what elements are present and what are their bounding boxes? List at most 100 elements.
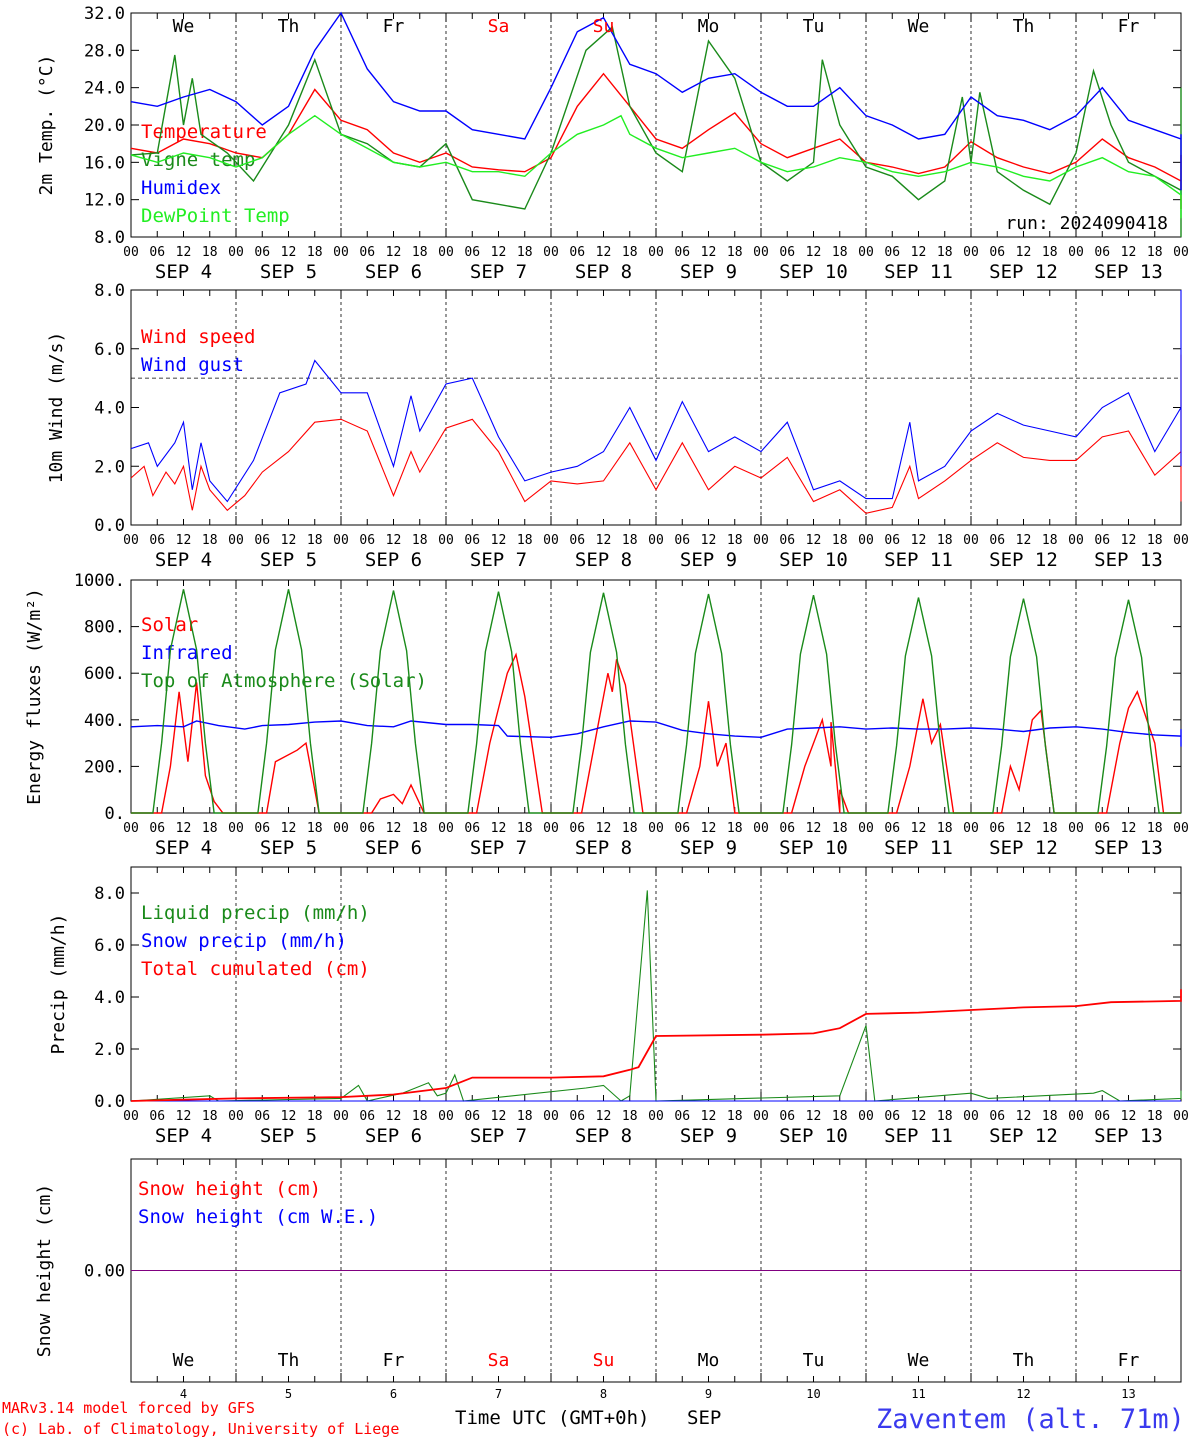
date-label: SEP 7 xyxy=(470,261,527,283)
day-number: 13 xyxy=(1121,1387,1135,1401)
x-tick-label: 06 xyxy=(254,821,270,836)
y-tick-label: 20.0 xyxy=(84,116,125,136)
x-tick-label: 00 xyxy=(123,245,139,260)
panels: 8.0 12.0 16.0 20.0 24.0 28.0 32.0 2m Temp. (°C)… xyxy=(24,4,1189,1401)
x-tick-label: 06 xyxy=(1094,533,1110,548)
x-tick-label: 00 xyxy=(963,1109,979,1124)
day-number: 8 xyxy=(600,1387,607,1401)
y-tick-label: 24.0 xyxy=(84,79,125,99)
legend-entry: Snow precip (mm/h) xyxy=(141,930,347,952)
date-label: SEP 4 xyxy=(155,1125,212,1147)
date-label: SEP 9 xyxy=(680,261,737,283)
date-label: SEP 8 xyxy=(575,549,632,571)
weekday-label: Fr xyxy=(1118,1350,1140,1371)
date-label: SEP 12 xyxy=(989,837,1058,859)
legend-entry: Humidex xyxy=(141,177,221,199)
date-label: SEP 4 xyxy=(155,549,212,571)
weekday-label: We xyxy=(173,16,195,37)
date-label: SEP 5 xyxy=(260,261,317,283)
y-tick-label: 0.0 xyxy=(94,1092,125,1112)
date-label: SEP 12 xyxy=(989,549,1058,571)
x-tick-label: 18 xyxy=(937,821,953,836)
weekday-label: We xyxy=(908,16,930,37)
x-tick-label: 06 xyxy=(569,533,585,548)
x-tick-label: 12 xyxy=(386,1109,402,1124)
date-label: SEP 12 xyxy=(989,1125,1058,1147)
date-label: SEP 11 xyxy=(884,1125,953,1147)
weekday-label: Th xyxy=(1013,1350,1035,1371)
x-tick-label: 18 xyxy=(622,245,638,260)
x-tick-label: 12 xyxy=(806,533,822,548)
x-tick-label: 18 xyxy=(517,245,533,260)
x-tick-label: 18 xyxy=(1147,821,1163,836)
x-tick-label: 00 xyxy=(648,821,664,836)
x-tick-label: 00 xyxy=(438,245,454,260)
x-tick-label: 00 xyxy=(858,1109,874,1124)
date-label: SEP 9 xyxy=(680,549,737,571)
date-label: SEP 6 xyxy=(365,837,422,859)
panel-1: 8.0 12.0 16.0 20.0 24.0 28.0 32.0 2m Temp. (°C)… xyxy=(36,4,1189,283)
x-tick-label: 12 xyxy=(491,533,507,548)
day-number: 6 xyxy=(390,1387,397,1401)
x-tick-label: 06 xyxy=(254,1109,270,1124)
x-tick-label: 12 xyxy=(596,1109,612,1124)
x-tick-label: 06 xyxy=(1094,245,1110,260)
x-tick-label: 18 xyxy=(1042,821,1058,836)
x-tick-label: 12 xyxy=(1016,821,1032,836)
x-tick-label: 18 xyxy=(202,821,218,836)
x-tick-label: 06 xyxy=(989,821,1005,836)
x-tick-label: 18 xyxy=(202,1109,218,1124)
y-tick-label: 600. xyxy=(84,664,125,684)
panel-2: 0.0 2.0 4.0 6.0 8.0 10m Wind (m/s) Wind speed W… xyxy=(46,281,1189,571)
x-tick-label: 06 xyxy=(569,821,585,836)
x-tick-label: 18 xyxy=(727,1109,743,1124)
date-label: SEP 5 xyxy=(260,549,317,571)
x-tick-label: 12 xyxy=(176,245,192,260)
x-tick-label: 18 xyxy=(832,533,848,548)
x-tick-label: 18 xyxy=(517,1109,533,1124)
x-tick-label: 18 xyxy=(1147,533,1163,548)
date-label: SEP 10 xyxy=(779,1125,848,1147)
x-tick-label: 00 xyxy=(438,533,454,548)
date-label: SEP 8 xyxy=(575,837,632,859)
x-tick-label: 12 xyxy=(281,1109,297,1124)
x-tick-label: 12 xyxy=(701,245,717,260)
y-tick-label: 28.0 xyxy=(84,41,125,61)
x-tick-label: 00 xyxy=(543,821,559,836)
weekday-label: We xyxy=(908,1350,930,1371)
x-axis-label: Time UTC (GMT+0h) xyxy=(455,1407,649,1429)
x-tick-label: 00 xyxy=(1173,821,1189,836)
x-tick-label: 18 xyxy=(622,533,638,548)
date-label: SEP 8 xyxy=(575,261,632,283)
weekday-label: Th xyxy=(278,1350,300,1371)
x-tick-label: 12 xyxy=(1016,533,1032,548)
x-tick-label: 18 xyxy=(622,821,638,836)
x-tick-label: 06 xyxy=(779,245,795,260)
x-tick-label: 06 xyxy=(674,1109,690,1124)
date-label: SEP 9 xyxy=(680,1125,737,1147)
date-label: SEP 10 xyxy=(779,837,848,859)
model-credit: MARv3.14 model forced by GFS xyxy=(2,1399,255,1417)
x-tick-label: 06 xyxy=(149,533,165,548)
x-tick-label: 18 xyxy=(937,533,953,548)
x-tick-label: 00 xyxy=(123,821,139,836)
legend-entry: Top of Atmosphere (Solar) xyxy=(141,670,427,692)
x-tick-label: 18 xyxy=(517,821,533,836)
x-tick-label: 12 xyxy=(386,533,402,548)
x-tick-label: 00 xyxy=(228,533,244,548)
legend-entry: Liquid precip (mm/h) xyxy=(141,902,370,924)
day-number: 5 xyxy=(285,1387,292,1401)
x-tick-label: 12 xyxy=(1016,245,1032,260)
legend-entry: Snow height (cm) xyxy=(138,1178,321,1200)
x-tick-label: 12 xyxy=(1121,821,1137,836)
x-tick-label: 12 xyxy=(491,821,507,836)
x-tick-label: 06 xyxy=(884,533,900,548)
x-tick-label: 00 xyxy=(228,821,244,836)
x-tick-label: 00 xyxy=(228,245,244,260)
x-tick-label: 06 xyxy=(989,245,1005,260)
x-tick-label: 12 xyxy=(911,1109,927,1124)
x-tick-label: 18 xyxy=(727,245,743,260)
x-tick-label: 06 xyxy=(779,533,795,548)
y-axis-label: Energy fluxes (W/m²) xyxy=(24,588,45,805)
x-tick-label: 18 xyxy=(307,245,323,260)
